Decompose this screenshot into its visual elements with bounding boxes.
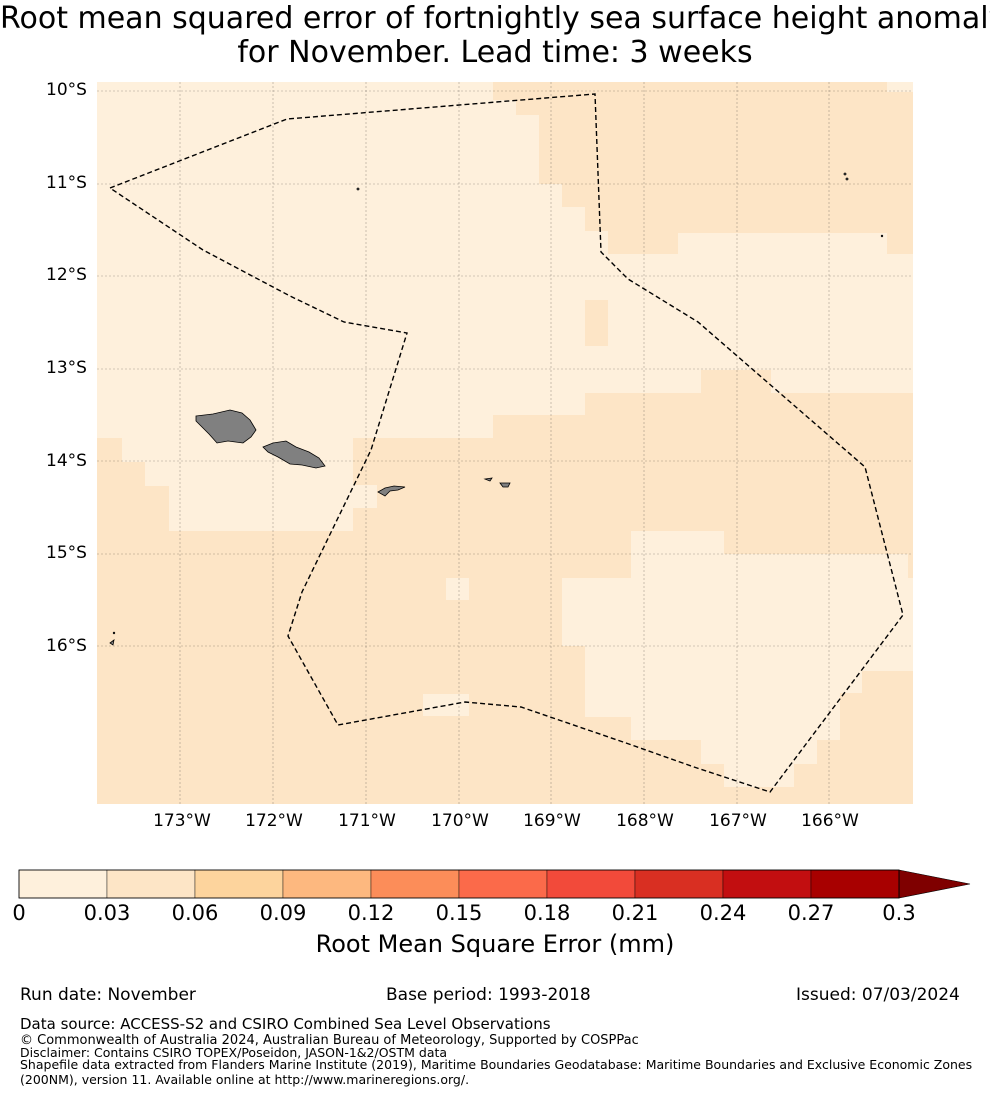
lat-label-13s: 13°S — [46, 358, 87, 378]
colorbar-segment — [722, 869, 812, 899]
run-date: Run date: November — [20, 985, 196, 1005]
chart-title-line-1: Root mean squared error of fortnightly s… — [0, 1, 990, 36]
eez-boundaries — [108, 93, 904, 793]
chart-title: Root mean squared error of fortnightly s… — [0, 2, 990, 70]
disclaimer: Disclaimer: Contains CSIRO TOPEX/Poseido… — [20, 1045, 448, 1060]
colorbar-segments — [18, 869, 900, 899]
colorbar-tick-label: 0.27 — [787, 901, 835, 925]
copyright-notice: © Commonwealth of Australia 2024, Austra… — [20, 1033, 639, 1048]
colorbar-tick-label: 0.21 — [611, 901, 659, 925]
chart-title-line-2: for November. Lead time: 3 weeks — [237, 35, 753, 70]
lat-label-11s: 11°S — [46, 173, 87, 193]
colorbar-segment — [282, 869, 372, 899]
lon-label-169w: 169°W — [523, 811, 581, 831]
upolu-island — [262, 440, 326, 469]
colorbar-segment — [634, 869, 724, 899]
colorbar-tick-label: 0.24 — [699, 901, 747, 925]
samoa-eez-boundary — [108, 93, 904, 793]
colorbar-segment — [546, 869, 636, 899]
savaii-island — [195, 409, 257, 444]
colorbar-title: Root Mean Square Error (mm) — [315, 930, 675, 958]
colorbar-segment — [458, 869, 548, 899]
lon-label-166w: 166°W — [801, 811, 859, 831]
lon-label-172w: 172°W — [245, 811, 303, 831]
lon-label-173w: 173°W — [153, 811, 211, 831]
lon-label-167w: 167°W — [709, 811, 767, 831]
rmse-field-darker — [97, 82, 913, 804]
lat-label-16s: 16°S — [46, 636, 87, 656]
base-period: Base period: 1993-2018 — [386, 985, 591, 1005]
colorbar-tick-label: 0.09 — [259, 901, 307, 925]
lon-label-171w: 171°W — [338, 811, 396, 831]
rmse-field-light-patches — [353, 485, 469, 716]
map-panel — [97, 82, 913, 804]
lat-label-15s: 15°S — [46, 543, 87, 563]
islands — [109, 172, 884, 646]
colorbar-tick-label: 0.12 — [347, 901, 395, 925]
shapefile-credit-line-2: (200NM), version 11. Available online at… — [20, 1072, 470, 1087]
colorbar-tick-label: 0.18 — [523, 901, 571, 925]
lon-label-168w: 168°W — [616, 811, 674, 831]
lon-label-170w: 170°W — [431, 811, 489, 831]
colorbar-segment — [370, 869, 460, 899]
lat-label-12s: 12°S — [46, 265, 87, 285]
colorbar-tick-label: 0 — [12, 901, 26, 925]
manua-islands — [483, 477, 511, 488]
colorbar-segment — [194, 869, 284, 899]
data-source: Data source: ACCESS-S2 and CSIRO Combine… — [20, 1015, 551, 1033]
graticule — [97, 82, 913, 804]
issued-date: Issued: 07/03/2024 — [796, 985, 960, 1005]
colorbar-segment — [106, 869, 196, 899]
colorbar-extend-arrow — [898, 869, 971, 899]
colorbar-tick-label: 0.15 — [435, 901, 483, 925]
lat-label-14s: 14°S — [46, 451, 87, 471]
colorbar-frame — [18, 869, 900, 899]
colorbar-tick-label: 0.3 — [882, 901, 916, 925]
lat-label-10s: 10°S — [46, 80, 87, 100]
colorbar-segment — [810, 869, 900, 899]
tutuila-island — [377, 485, 406, 497]
colorbar-tick-label: 0.06 — [171, 901, 219, 925]
colorbar-segment — [18, 869, 108, 899]
shapefile-credit-line-1: Shapefile data extracted from Flanders M… — [20, 1057, 973, 1072]
colorbar-tick-label: 0.03 — [83, 901, 131, 925]
